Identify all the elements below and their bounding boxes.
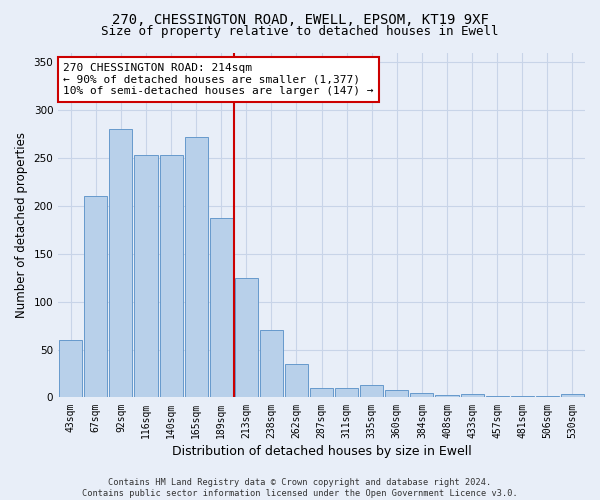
Bar	[561, 394, 584, 398]
Bar	[235, 278, 258, 398]
Text: 270 CHESSINGTON ROAD: 214sqm
← 90% of detached houses are smaller (1,377)
10% of: 270 CHESSINGTON ROAD: 214sqm ← 90% of de…	[64, 63, 374, 96]
Bar	[511, 396, 534, 398]
Bar	[360, 385, 383, 398]
Bar	[209, 218, 233, 398]
Bar	[485, 396, 509, 398]
Bar	[410, 392, 433, 398]
Bar	[536, 396, 559, 398]
Text: 270, CHESSINGTON ROAD, EWELL, EPSOM, KT19 9XF: 270, CHESSINGTON ROAD, EWELL, EPSOM, KT1…	[112, 12, 488, 26]
Text: Contains HM Land Registry data © Crown copyright and database right 2024.
Contai: Contains HM Land Registry data © Crown c…	[82, 478, 518, 498]
Text: Size of property relative to detached houses in Ewell: Size of property relative to detached ho…	[101, 25, 499, 38]
Bar	[185, 137, 208, 398]
Bar	[84, 196, 107, 398]
Bar	[260, 330, 283, 398]
Bar	[109, 129, 133, 398]
Bar	[134, 155, 158, 398]
X-axis label: Distribution of detached houses by size in Ewell: Distribution of detached houses by size …	[172, 444, 472, 458]
Bar	[385, 390, 409, 398]
Bar	[59, 340, 82, 398]
Bar	[310, 388, 333, 398]
Bar	[335, 388, 358, 398]
Bar	[285, 364, 308, 398]
Bar	[160, 155, 182, 398]
Bar	[461, 394, 484, 398]
Bar	[436, 394, 458, 398]
Y-axis label: Number of detached properties: Number of detached properties	[15, 132, 28, 318]
